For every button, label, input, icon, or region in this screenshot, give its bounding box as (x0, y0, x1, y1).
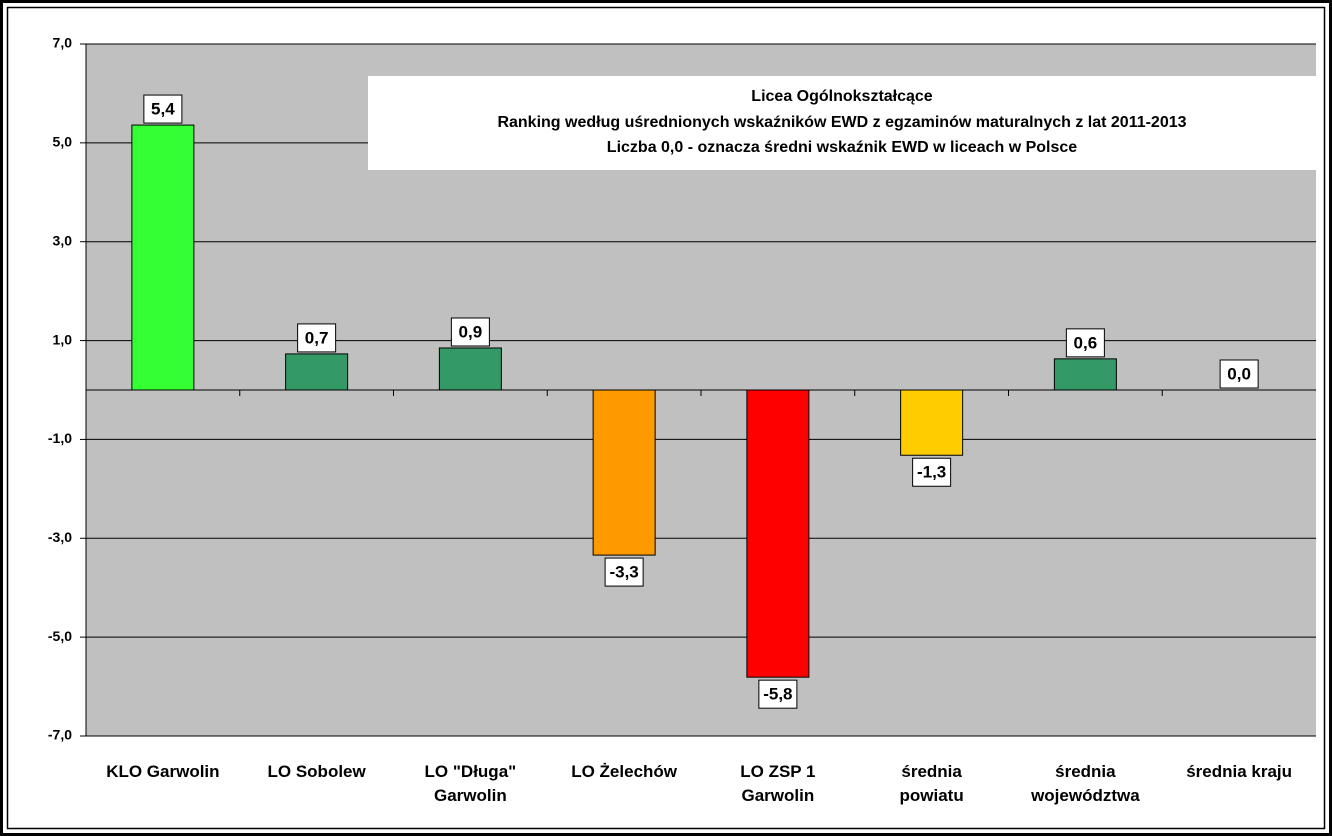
data-label: -5,8 (763, 685, 792, 704)
data-label-box (297, 323, 337, 353)
x-tick-label: KLO Garwolin (106, 762, 220, 781)
x-tick-label: średnia województwa (1031, 762, 1140, 805)
x-tick-label: LO "Długa" Garwolin (424, 762, 517, 805)
x-tick-label: LO Sobolew (267, 762, 366, 781)
bar (131, 124, 195, 391)
data-label-box (912, 457, 952, 487)
x-tick-label: LO ZSP 1 Garwolin (740, 762, 816, 805)
bar (900, 389, 964, 456)
data-label-box (758, 679, 798, 709)
data-label: 0,7 (305, 328, 329, 347)
data-label: 0,0 (1227, 364, 1251, 383)
y-tick-label: -7,0 (48, 727, 72, 743)
chart-subtitle: Ranking według uśrednionych wskaźników E… (497, 114, 1186, 131)
y-tick-label: 5,0 (53, 134, 73, 150)
y-tick-label: 7,0 (53, 35, 73, 51)
data-label: 5,4 (151, 100, 175, 119)
data-label-box (450, 317, 490, 347)
data-label-box (604, 557, 644, 587)
bar (438, 347, 502, 391)
data-label: -1,3 (917, 463, 946, 482)
data-label-box (1219, 359, 1259, 389)
y-tick-label: -3,0 (48, 529, 72, 545)
bar (285, 353, 349, 391)
x-tick-label: średnia kraju (1186, 762, 1293, 781)
y-tick-label: -1,0 (48, 430, 72, 446)
y-tick-label: -5,0 (48, 628, 72, 644)
inner-border (6, 6, 1326, 830)
bar (1053, 358, 1117, 391)
chart-title: Licea Ogólnokształcące (751, 88, 933, 105)
data-label: 0,6 (1074, 333, 1098, 352)
chart-subtitle: Liczba 0,0 - oznacza średni wskaźnik EWD… (607, 139, 1077, 156)
y-tick-label: 1,0 (53, 331, 73, 347)
title-box (368, 76, 1316, 170)
x-tick-label: LO Żelechów (571, 762, 678, 781)
data-label-box (143, 94, 183, 124)
data-label-box (1065, 328, 1105, 358)
bar (592, 389, 656, 556)
data-label: 0,9 (459, 322, 483, 341)
x-tick-label: średnia powiatu (899, 762, 964, 805)
y-tick-label: 3,0 (53, 232, 73, 248)
data-label: -3,3 (609, 563, 638, 582)
bar (746, 389, 810, 678)
